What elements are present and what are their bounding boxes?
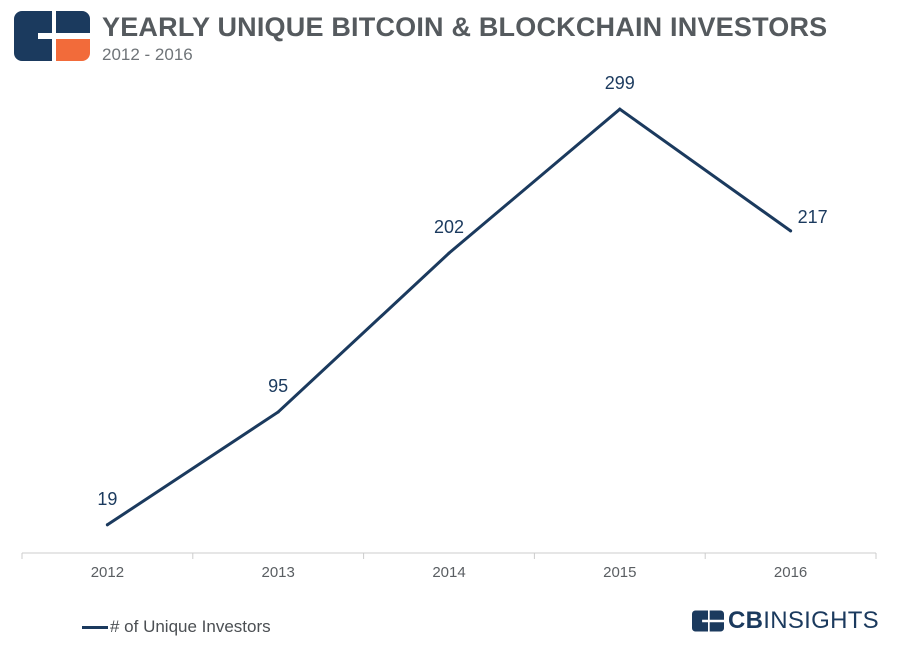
brand-insights: INSIGHTS (763, 607, 879, 634)
data-point (447, 251, 451, 255)
data-label: 95 (268, 376, 288, 396)
legend: # of Unique Investors (82, 616, 271, 638)
chart-title: YEARLY UNIQUE BITCOIN & BLOCKCHAIN INVES… (102, 12, 828, 42)
x-axis: 2012 2013 2014 2015 2016 (21, 552, 877, 581)
data-label: 299 (605, 73, 635, 93)
cb-insights-brand: CBINSIGHTS (691, 607, 879, 635)
x-tick-label: 2014 (432, 564, 465, 581)
legend-label: # of Unique Investors (110, 617, 271, 636)
data-point (105, 523, 109, 527)
series-line (105, 107, 793, 527)
x-tick-label: 2016 (774, 564, 807, 581)
brand-cb: CB (727, 607, 764, 634)
data-label: 217 (798, 207, 828, 227)
data-point (618, 107, 622, 111)
cb-insights-mark-icon (691, 610, 724, 632)
cb-insights-logo-icon (14, 11, 90, 61)
data-point (276, 410, 280, 414)
x-tick-label: 2013 (262, 564, 295, 581)
series-layer (105, 107, 793, 527)
chart-subtitle: 2012 - 2016 (102, 45, 193, 64)
data-labels: 19 95 202 299 217 (97, 73, 827, 509)
legend-swatch (82, 625, 108, 629)
x-tick-label: 2012 (91, 564, 124, 581)
data-label: 202 (434, 217, 464, 237)
data-point (789, 229, 793, 233)
x-tick-label: 2015 (603, 564, 636, 581)
data-label: 19 (97, 489, 117, 509)
